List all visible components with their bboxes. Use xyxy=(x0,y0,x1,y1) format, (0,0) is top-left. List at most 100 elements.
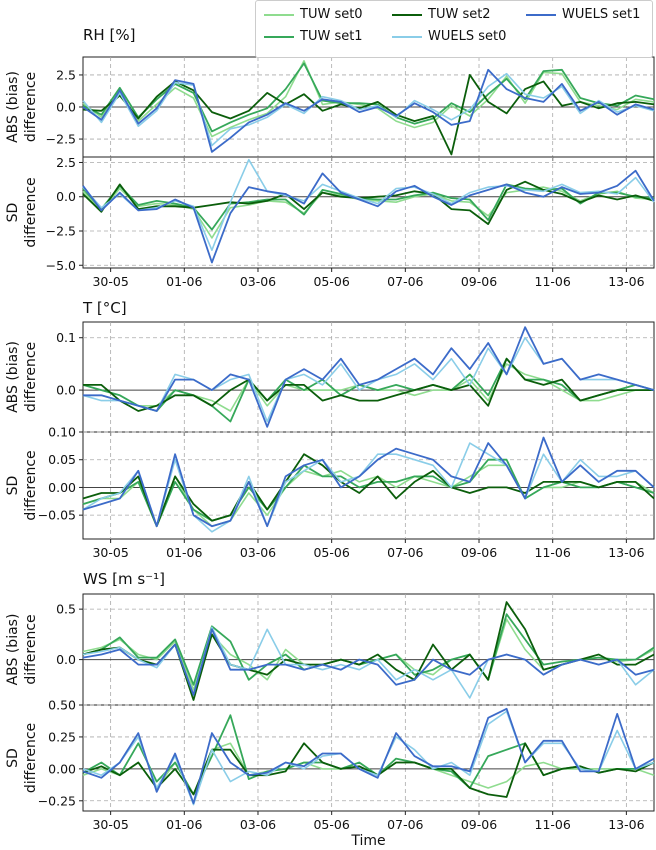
legend-label: TUW set2 xyxy=(428,7,491,22)
y-axis-label: difference xyxy=(23,72,39,142)
x-tick-label: 05-06 xyxy=(313,817,349,832)
x-axis-label: Time xyxy=(350,833,385,849)
series-line-wuels-set1 xyxy=(83,326,655,428)
y-axis-label: difference xyxy=(23,342,39,412)
y-tick-label: 0.00 xyxy=(48,480,76,495)
legend-label: WUELS set1 xyxy=(562,7,641,22)
y-axis-label: SD xyxy=(5,476,21,496)
y-tick-label: 0.10 xyxy=(48,425,76,440)
x-tick-label: 05-06 xyxy=(313,545,349,560)
series-line-wuels-set0 xyxy=(82,710,655,806)
legend-swatch xyxy=(392,35,422,38)
x-tick-label: 03-06 xyxy=(240,274,276,289)
series-line-wuels-set0 xyxy=(82,336,655,423)
y-tick-label: 0.5 xyxy=(56,602,76,617)
legend-item-tuw-set2: TUW set2 xyxy=(392,7,491,22)
y-axis-label: SD xyxy=(5,203,21,223)
series-line-wuels-set1 xyxy=(82,436,655,528)
legend-label: TUW set0 xyxy=(300,7,363,22)
x-tick-label: 03-06 xyxy=(240,817,276,832)
series-line-wuels-set0 xyxy=(82,442,655,533)
x-tick-label: 01-06 xyxy=(166,274,202,289)
x-tick-label: 30-05 xyxy=(92,817,128,832)
y-tick-label: 0.0 xyxy=(56,652,76,667)
y-tick-label: 0.05 xyxy=(48,452,76,467)
series-line-tuw-set0 xyxy=(82,618,655,691)
x-tick-label: 30-05 xyxy=(92,274,128,289)
y-tick-label: 0.00 xyxy=(48,761,76,776)
panel-frame xyxy=(82,321,655,433)
legend-swatch xyxy=(392,13,422,16)
panel-frame xyxy=(82,704,655,812)
y-axis-label: ABS (bias) xyxy=(5,71,21,143)
y-axis-label: difference xyxy=(23,723,39,793)
series-line-tuw-set2 xyxy=(82,453,655,528)
y-tick-label: 0.0 xyxy=(56,383,76,398)
panel-group-title: WS [m s⁻¹] xyxy=(83,570,165,588)
legend-swatch xyxy=(526,13,556,16)
series-line-wuels-set1 xyxy=(82,68,655,153)
x-tick-label: 30-05 xyxy=(92,545,128,560)
y-axis-label: difference xyxy=(23,450,39,520)
legend-item-tuw-set0: TUW set0 xyxy=(264,7,363,22)
series-line-wuels-set1 xyxy=(82,169,655,264)
x-tick-label: 01-06 xyxy=(166,545,202,560)
y-tick-label: 0.1 xyxy=(56,330,76,345)
series-line-wuels-set0 xyxy=(82,72,655,147)
series-line-tuw-set1 xyxy=(82,62,655,133)
series-line-wuels-set1 xyxy=(82,628,655,696)
panel-group-title: RH [%] xyxy=(83,26,135,44)
y-axis-label: ABS (bias) xyxy=(5,614,21,686)
y-tick-label: 0.50 xyxy=(48,698,76,713)
series-line-tuw-set1 xyxy=(82,357,655,423)
x-tick-label: 05-06 xyxy=(313,274,349,289)
x-tick-label: 11-06 xyxy=(535,274,571,289)
series-line-tuw-set2 xyxy=(82,74,655,156)
y-tick-label: −0.05 xyxy=(38,508,76,523)
y-axis-label: difference xyxy=(23,614,39,684)
legend-item-tuw-set1: TUW set1 xyxy=(264,29,363,44)
panel-group-title: T [°C] xyxy=(82,299,127,317)
y-tick-label: −0.25 xyxy=(38,793,76,808)
x-tick-label: 11-06 xyxy=(535,817,571,832)
y-tick-label: 0.0 xyxy=(56,100,76,115)
y-tick-label: −5.0 xyxy=(46,258,76,273)
chart-legend: TUW set0 TUW set1 TUW set2 WUELS set0 WU… xyxy=(255,0,653,58)
y-tick-label: −2.5 xyxy=(46,224,76,239)
panel-frame xyxy=(82,593,655,706)
series-line-tuw-set2 xyxy=(82,180,655,226)
x-tick-label: 13-06 xyxy=(608,545,644,560)
legend-label: TUW set1 xyxy=(300,29,363,44)
x-tick-label: 07-06 xyxy=(387,545,423,560)
legend-swatch xyxy=(264,35,294,38)
y-axis-label: ABS (bias) xyxy=(5,341,21,413)
series-line-tuw-set1 xyxy=(82,714,655,796)
series-line-tuw-set1 xyxy=(82,613,655,686)
y-tick-label: 0.0 xyxy=(56,189,76,204)
x-tick-label: 13-06 xyxy=(608,817,644,832)
panel-frame xyxy=(82,156,655,269)
x-tick-label: 11-06 xyxy=(535,545,571,560)
x-tick-label: 13-06 xyxy=(608,274,644,289)
x-tick-label: 07-06 xyxy=(387,817,423,832)
y-axis-label: difference xyxy=(23,177,39,247)
series-line-tuw-set2 xyxy=(82,742,655,798)
y-tick-label: 2.5 xyxy=(56,155,76,170)
series-line-wuels-set1 xyxy=(82,707,655,805)
y-tick-label: 2.5 xyxy=(56,67,76,82)
series-line-tuw-set2 xyxy=(83,357,654,412)
panel-frame xyxy=(82,431,655,540)
legend-swatch xyxy=(264,13,294,16)
x-tick-label: 09-06 xyxy=(461,545,497,560)
x-tick-label: 07-06 xyxy=(387,274,423,289)
y-tick-label: −2.5 xyxy=(46,132,76,147)
legend-item-wuels-set0: WUELS set0 xyxy=(392,29,506,44)
x-tick-label: 03-06 xyxy=(240,545,276,560)
legend-item-wuels-set1: WUELS set1 xyxy=(526,7,640,22)
legend-label: WUELS set0 xyxy=(428,29,507,44)
x-tick-label: 01-06 xyxy=(166,817,202,832)
x-tick-label: 09-06 xyxy=(461,274,497,289)
series-line-tuw-set0 xyxy=(82,59,655,138)
y-tick-label: 0.25 xyxy=(48,729,76,744)
